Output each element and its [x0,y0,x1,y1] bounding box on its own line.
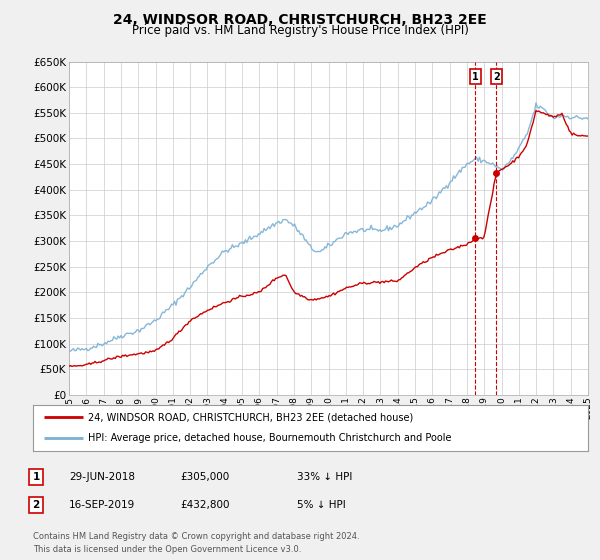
Text: £432,800: £432,800 [180,500,229,510]
Text: Price paid vs. HM Land Registry's House Price Index (HPI): Price paid vs. HM Land Registry's House … [131,24,469,38]
Text: HPI: Average price, detached house, Bournemouth Christchurch and Poole: HPI: Average price, detached house, Bour… [89,433,452,444]
Text: 2: 2 [493,72,500,82]
Text: 24, WINDSOR ROAD, CHRISTCHURCH, BH23 2EE (detached house): 24, WINDSOR ROAD, CHRISTCHURCH, BH23 2EE… [89,412,414,422]
Text: £305,000: £305,000 [180,472,229,482]
Text: 1: 1 [32,472,40,482]
Text: 24, WINDSOR ROAD, CHRISTCHURCH, BH23 2EE: 24, WINDSOR ROAD, CHRISTCHURCH, BH23 2EE [113,13,487,27]
Text: 1: 1 [472,72,479,82]
Text: 33% ↓ HPI: 33% ↓ HPI [297,472,352,482]
Text: 5% ↓ HPI: 5% ↓ HPI [297,500,346,510]
Text: Contains HM Land Registry data © Crown copyright and database right 2024.: Contains HM Land Registry data © Crown c… [33,532,359,541]
Text: 16-SEP-2019: 16-SEP-2019 [69,500,135,510]
Text: 2: 2 [32,500,40,510]
Text: This data is licensed under the Open Government Licence v3.0.: This data is licensed under the Open Gov… [33,545,301,554]
Text: 29-JUN-2018: 29-JUN-2018 [69,472,135,482]
